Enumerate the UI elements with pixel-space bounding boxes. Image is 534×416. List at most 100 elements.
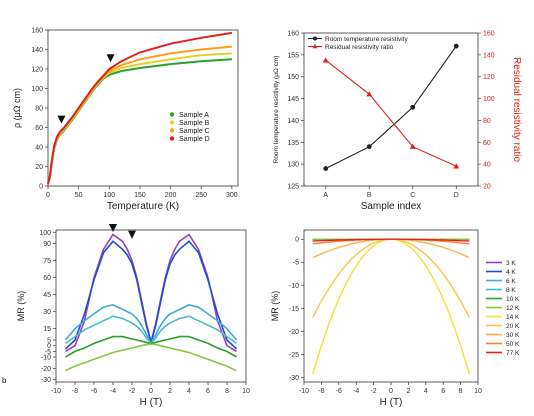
temp-y-tick-label: 0 [39,184,43,191]
temp-y-tick-label: 160 [31,28,43,35]
mrt-x-tick-label: -10 [299,388,309,395]
mr-y-tick-label: -5 [45,349,51,356]
mrt-x-tick-label: -8 [318,388,324,395]
temp-x-label: Temperature (K) [107,201,179,212]
mrt-y-tick-label: -5 [293,260,299,267]
temp-axes-frame [47,29,239,187]
series-line [312,238,470,375]
sample-y-tick-label: 140 [287,118,299,125]
legend-label: 4 K [506,269,516,276]
sample-x-tick-label: D [454,192,459,199]
panel-letter: b [2,376,7,385]
legend-marker [169,136,175,141]
sample-y2-tick-label: 160 [483,31,495,38]
mrt-x-tick-label: 2 [406,388,410,395]
temp-x-tick-label: 50 [75,192,83,199]
mr-y-tick-label: 0 [47,343,51,350]
temp-x-tick-label: 100 [103,192,115,199]
panel-temperature-resistivity: 0 50 100 150 200 250 300 0 20 40 60 80 100 120 140 160 T… [12,28,239,212]
legend-label: 30 K [506,332,520,339]
series-line [64,304,238,346]
sample-y-tick-label: 160 [287,31,299,38]
legend-label: 20 K [506,323,520,330]
sample-y2-tick-label: 140 [483,52,495,59]
legend-label: 14 K [506,314,520,321]
mrt-x-tick-label: 6 [441,388,445,395]
mrt-y-tick-label: -30 [289,375,299,382]
series-line [65,343,237,372]
mrt-x-tick-label: 8 [459,388,463,395]
arrow-marker [109,224,117,232]
temp-x-tick-label: 200 [165,192,177,199]
mr-y-tick-label: 75 [43,258,51,265]
data-point [453,163,460,169]
data-point [366,91,373,97]
sample-y2-tick-label: 100 [483,96,495,103]
temp-x-tick-label: 0 [46,192,50,199]
series-line [47,31,233,185]
mr-x-tick-label: -10 [51,388,61,395]
mrt-x-tick-label: -6 [336,388,342,395]
temp-y-tick-label: 60 [35,125,43,132]
mrt-x-tick-label: 0 [389,388,393,395]
mrt-x-tick-label: -4 [353,388,359,395]
sample-y2-tick-label: 20 [483,184,491,191]
arrow-marker [106,54,115,63]
mr-x-tick-label: -2 [129,388,135,395]
data-point [322,57,329,63]
mrt-y-tick-label: -15 [289,306,299,313]
mr-y-tick-label: -10 [41,355,51,362]
mr-y-tick-label: 60 [43,275,51,282]
mr-y-tick-label: 100 [39,230,51,237]
mr-x-label: H (T) [140,397,163,408]
legend-label: 3 K [506,260,516,267]
mr-x-tick-label: 6 [206,388,210,395]
legend-label: Sample C [179,128,210,135]
legend-label: 10 K [506,296,520,303]
legend-label: 77 K [506,350,520,357]
sample-y-tick-label: 150 [287,74,299,81]
sample-y-tick-label: 130 [287,162,299,169]
mr-x-tick-label: 8 [225,388,229,395]
series-line [64,240,238,350]
mr-y-tick-label: 30 [43,309,51,316]
sample-y2-tick-label: 40 [483,162,491,169]
series-line [325,45,457,169]
data-point [409,143,416,149]
sample-x-tick-label: C [410,192,415,199]
sample-y-tick-label: 125 [287,184,299,191]
temp-x-tick-label: 300 [226,192,238,199]
sample-x-tick-label: A [323,192,328,199]
temp-y-tick-label: 40 [35,145,43,152]
sample-y2-tick-label: 120 [483,74,495,81]
legend-marker [169,120,175,125]
mrt-y-tick-label: 0 [295,237,299,244]
mr-x-tick-label: 4 [187,388,191,395]
mr-x-tick-label: 2 [168,388,172,395]
arrow-marker [57,115,66,124]
panel-mr-low-temp: -10 -8 -6 -4 -2 0 2 4 6 8 10-30-20-10-505153045607… [16,224,250,408]
temp-y-tick-label: 80 [35,106,43,113]
arrow-marker [128,230,136,239]
sample-y-tick-label: 145 [287,96,299,103]
mrt-x-tick-label: 4 [424,388,428,395]
temp-y-tick-label: 100 [31,86,43,93]
legend-marker [169,128,175,133]
series-line [312,238,470,242]
sample-y2-tick-label: 80 [483,118,491,125]
data-point [323,166,329,171]
temp-x-tick-label: 250 [195,192,207,199]
temp-y-label: ρ (μΩ cm) [12,88,22,128]
legend-label: 8 K [506,287,516,294]
series-line [325,59,457,167]
data-point [453,43,459,49]
legend-label: Residual resistivity ratio [325,44,394,51]
mrt-x-tick-label: 10 [474,388,482,395]
mrt-axes-frame [303,229,479,383]
mr-x-tick-label: -8 [72,388,78,395]
legend-label: Room temperature resistivity [325,36,408,43]
legend-label: Sample D [179,136,210,143]
panel-sample-index: A B C D 125 130 135 140 145 150 155 160 20 40 60 80 100 1… [273,31,522,213]
data-point [366,144,372,150]
panel-mr-temperatures: -10 -8 -6 -4 -2 0 2 4 6 8 10-30-25-20-15-10-50H (T… [270,229,520,408]
